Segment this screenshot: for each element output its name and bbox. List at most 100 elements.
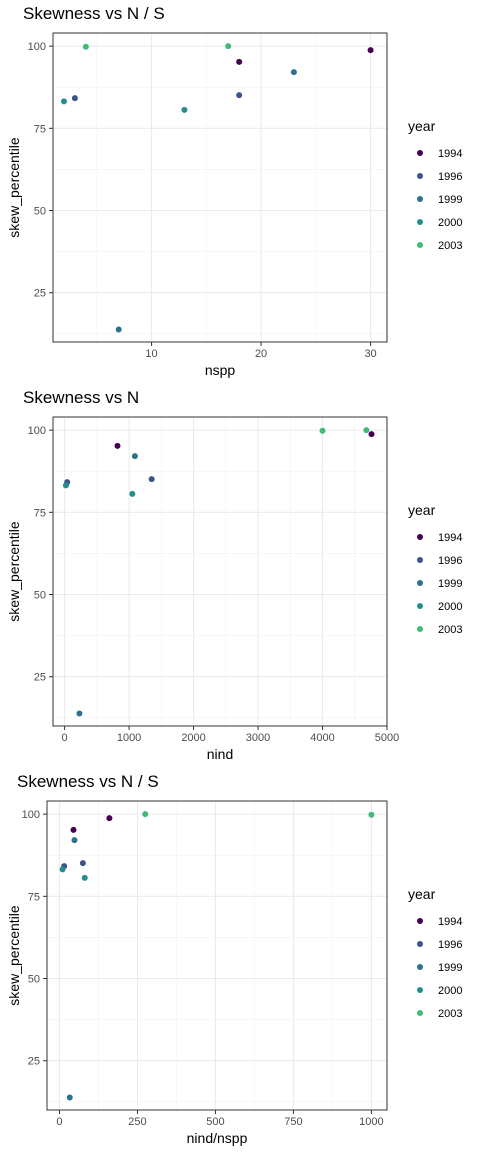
data-point (319, 427, 326, 434)
x-axis-label: nind/nspp (187, 1130, 248, 1146)
x-tick-label: 0 (56, 1116, 62, 1128)
plot-area (53, 417, 387, 726)
data-point (81, 874, 88, 881)
data-point (368, 431, 375, 438)
x-tick-label: 750 (284, 1116, 302, 1128)
x-axis-label: nind (207, 746, 233, 762)
legend-key (417, 173, 423, 179)
legend-label: 2000 (438, 601, 462, 613)
data-point (82, 43, 89, 50)
y-tick-label: 75 (28, 891, 40, 903)
y-tick-label: 50 (34, 590, 46, 602)
legend-key (417, 964, 423, 970)
panel-border (46, 800, 388, 1111)
data-point (76, 710, 83, 717)
legend-label: 1994 (438, 148, 462, 160)
legend-key (417, 1010, 423, 1016)
y-tick-label: 50 (28, 974, 40, 986)
y-tick-label: 100 (28, 425, 46, 437)
data-point (70, 826, 77, 833)
legend-label: 1996 (438, 171, 462, 183)
legend-key (417, 534, 423, 540)
data-point (236, 58, 243, 65)
y-axis-label: skew_percentile (6, 905, 22, 1006)
y-tick-label: 50 (34, 206, 46, 218)
x-tick-label: 10 (145, 348, 157, 360)
y-tick-label: 25 (28, 1056, 40, 1068)
x-tick-label: 500 (206, 1116, 224, 1128)
x-tick-label: 30 (364, 348, 376, 360)
legend-label: 2000 (438, 985, 462, 997)
legend-label: 1994 (438, 916, 462, 928)
legend-label: 1999 (438, 962, 462, 974)
data-point (62, 482, 69, 489)
data-point (368, 811, 375, 818)
legend-key (417, 557, 423, 563)
legend-title: year (408, 502, 436, 518)
x-tick-label: 4000 (310, 732, 334, 744)
data-point (131, 453, 138, 460)
legend-label: 2000 (438, 217, 462, 229)
legend-key (417, 150, 423, 156)
data-point (106, 815, 113, 822)
legend-label: 2003 (438, 624, 462, 636)
legend-key (417, 626, 423, 632)
legend-key (417, 603, 423, 609)
y-tick-label: 75 (34, 507, 46, 519)
data-point (79, 860, 86, 867)
data-point (367, 47, 374, 54)
legend-label: 1999 (438, 578, 462, 590)
legend-label: 1999 (438, 194, 462, 206)
x-tick-label: 2000 (181, 732, 205, 744)
data-point (181, 106, 188, 113)
y-tick-label: 25 (34, 672, 46, 684)
data-point (148, 476, 155, 483)
panel-border (52, 416, 388, 727)
chart-title: Skewness vs N (23, 388, 139, 407)
legend-key (417, 941, 423, 947)
data-point (129, 490, 136, 497)
x-axis-label: nspp (205, 362, 236, 378)
y-axis-label: skew_percentile (6, 521, 22, 622)
data-point (290, 69, 297, 76)
chart-panel-3: 0 250 500 750 1000 25 50 75 100 Skewness vs N / S… (6, 772, 462, 1146)
y-tick-label: 100 (28, 41, 46, 53)
chart-panel-1: 10 20 30 25 50 75 100 Skewness vs N / S nspp skew… (6, 4, 462, 378)
data-point (71, 95, 78, 102)
x-tick-label: 0 (62, 732, 68, 744)
legend-key (417, 918, 423, 924)
legend-label: 2003 (438, 1008, 462, 1020)
x-tick-label: 250 (128, 1116, 146, 1128)
data-point (71, 837, 78, 844)
x-tick-label: 1000 (117, 732, 141, 744)
data-point (60, 98, 67, 105)
legend-key (417, 242, 423, 248)
legend-title: year (408, 886, 436, 902)
legend-key (417, 219, 423, 225)
data-point (114, 442, 121, 449)
y-tick-label: 100 (22, 809, 40, 821)
chart-title: Skewness vs N / S (23, 4, 165, 23)
data-point (142, 811, 149, 818)
panel-border (52, 32, 388, 343)
y-tick-label: 75 (34, 123, 46, 135)
plot-area (53, 33, 387, 342)
legend-label: 1996 (438, 555, 462, 567)
chart-title: Skewness vs N / S (17, 772, 159, 791)
data-point (66, 1094, 73, 1101)
plot-area (47, 801, 387, 1110)
data-point (236, 92, 243, 99)
x-tick-label: 20 (255, 348, 267, 360)
legend-key (417, 196, 423, 202)
data-point (225, 43, 232, 50)
data-point (363, 427, 370, 434)
legend-key (417, 987, 423, 993)
legend-title: year (408, 118, 436, 134)
y-axis-label: skew_percentile (6, 137, 22, 238)
data-point (59, 866, 66, 873)
x-tick-label: 1000 (359, 1116, 383, 1128)
legend-label: 2003 (438, 240, 462, 252)
legend-label: 1994 (438, 532, 462, 544)
x-tick-label: 5000 (375, 732, 399, 744)
